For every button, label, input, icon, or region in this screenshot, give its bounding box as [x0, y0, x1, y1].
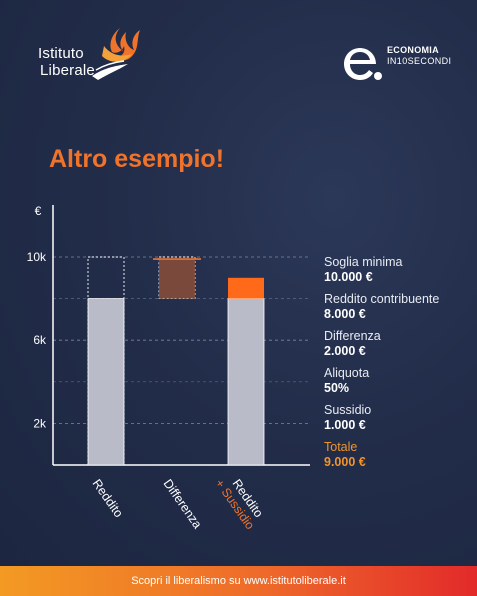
stat-label: Sussidio	[324, 403, 372, 417]
subsidy-bar	[228, 277, 264, 299]
stat-label: Soglia minima	[324, 255, 403, 269]
x-tick-label: Differenza	[161, 477, 205, 532]
e-dot-logo-icon	[344, 48, 382, 80]
stat-item: Aliquota 50%	[324, 366, 474, 396]
brand-line-2: Liberale	[40, 62, 95, 79]
y-tick-label: 2k	[33, 416, 47, 430]
istituto-liberale-logo[interactable]: Istituto Liberale	[38, 24, 148, 84]
y-tick-label: 6k	[33, 333, 47, 347]
stat-value: 10.000 €	[324, 270, 373, 284]
stat-item: Differenza 2.000 €	[324, 329, 474, 359]
stat-item: Reddito contribuente 8.000 €	[324, 292, 474, 322]
stat-value: 8.000 €	[324, 307, 366, 321]
bar-chart: €2k 6k 10k Reddito Differenza Reddito + Sussid…	[0, 190, 320, 560]
stat-label: Reddito contribuente	[324, 292, 440, 306]
stat-label: Totale	[324, 440, 358, 454]
stat-value: 1.000 €	[324, 418, 366, 432]
income-bar	[227, 298, 265, 466]
flame-icon	[92, 28, 140, 80]
stat-label: Differenza	[324, 329, 381, 343]
stat-value: 9.000 €	[324, 455, 366, 469]
stat-item: Soglia minima 10.000 €	[324, 255, 474, 285]
stat-value: 2.000 €	[324, 344, 366, 358]
footer-text[interactable]: Scopri il liberalismo su www.istitutolib…	[131, 575, 346, 587]
brand-right-line-1: ECONOMIA	[387, 45, 439, 55]
stat-item: Totale 9.000 €	[324, 440, 474, 470]
difference-bar	[159, 259, 195, 299]
stat-value: 50%	[324, 381, 350, 395]
stats-list: Soglia minima 10.000 € Reddito contribuent…	[324, 255, 474, 477]
page-title: Altro esempio!	[49, 145, 225, 173]
stat-item: Sussidio 1.000 €	[324, 403, 474, 433]
stat-label: Aliquota	[324, 366, 370, 380]
economia-in10secondi-logo[interactable]: ECONOMIA IN10SECONDI	[340, 40, 460, 84]
brand-right-line-2: IN10SECONDI	[387, 56, 452, 66]
footer-bar[interactable]: Scopri il liberalismo su www.istitutolib…	[0, 566, 477, 596]
y-tick-label: 10k	[27, 250, 47, 264]
x-tick-label: Reddito	[90, 477, 126, 520]
income-bar	[87, 298, 125, 466]
brand-line-1: Istituto	[38, 45, 84, 62]
y-unit-label: €	[35, 204, 42, 218]
